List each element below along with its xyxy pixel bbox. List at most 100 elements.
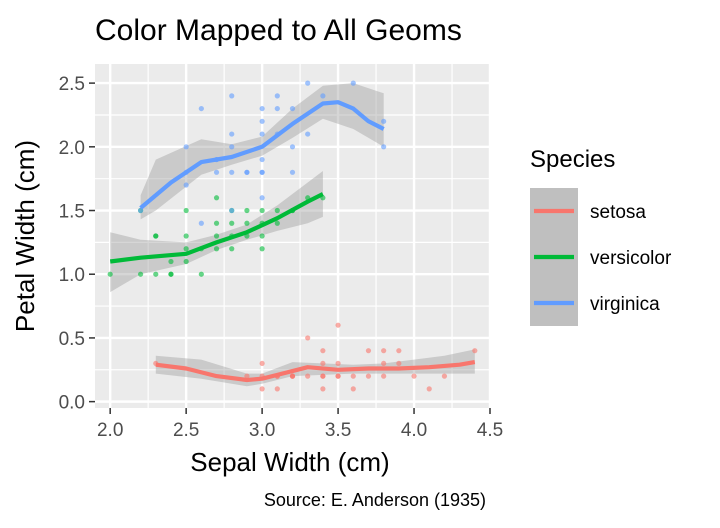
- point-setosa: [350, 386, 356, 392]
- point-versicolor: [244, 220, 250, 226]
- point-virginica: [183, 144, 189, 150]
- point-versicolor: [168, 271, 174, 277]
- point-virginica: [259, 118, 265, 124]
- point-setosa: [365, 373, 372, 379]
- point-versicolor: [153, 271, 159, 277]
- point-setosa: [274, 386, 280, 392]
- point-virginica: [229, 144, 235, 150]
- point-setosa: [396, 348, 402, 354]
- point-virginica: [229, 93, 235, 99]
- point-setosa: [365, 348, 372, 354]
- grid-major: [95, 64, 492, 408]
- point-setosa: [259, 386, 265, 392]
- legend: Species setosa versicolor virginica: [530, 146, 672, 326]
- point-virginica: [198, 220, 204, 226]
- y-tick-label: 2.5: [59, 74, 85, 95]
- point-versicolor: [244, 207, 250, 214]
- smooth-line-setosa: [155, 360, 476, 383]
- point-virginica: [259, 105, 265, 112]
- point-setosa: [335, 373, 341, 379]
- smooth-line-virginica: [139, 100, 385, 210]
- point-versicolor: [107, 271, 113, 277]
- point-virginica: [229, 207, 235, 214]
- point-setosa: [305, 373, 311, 379]
- point-versicolor: [213, 195, 220, 201]
- point-setosa: [396, 360, 402, 367]
- point-setosa: [411, 373, 417, 379]
- point-setosa: [426, 386, 432, 392]
- point-versicolor: [213, 246, 220, 252]
- point-versicolor: [153, 233, 159, 239]
- point-virginica: [274, 93, 280, 99]
- point-setosa: [259, 360, 265, 367]
- point-versicolor: [183, 233, 189, 239]
- x-tick-label: 2.5: [173, 420, 199, 441]
- x-axis-title: Sepal Width (cm): [190, 447, 389, 477]
- point-versicolor: [274, 207, 280, 214]
- point-virginica: [274, 105, 280, 112]
- point-virginica: [229, 169, 235, 175]
- point-virginica: [289, 144, 296, 150]
- y-tick-label: 1.0: [59, 265, 85, 286]
- plot-panel: [95, 64, 492, 408]
- point-setosa: [320, 360, 326, 367]
- point-virginica: [183, 182, 189, 188]
- legend-label-setosa: setosa: [590, 202, 646, 223]
- point-virginica: [229, 131, 235, 137]
- point-setosa: [305, 335, 311, 341]
- y-axis: 0.0 0.5 1.0 1.5 2.0 2.5: [59, 74, 95, 414]
- point-virginica: [381, 144, 387, 150]
- point-versicolor: [168, 258, 174, 265]
- smooth-line-versicolor: [109, 192, 324, 264]
- band-virginica: [140, 83, 384, 220]
- caption: Source: E. Anderson (1935): [264, 490, 486, 510]
- point-versicolor: [183, 207, 189, 214]
- point-versicolor: [137, 271, 144, 277]
- point-setosa: [441, 373, 448, 379]
- point-setosa: [381, 348, 387, 354]
- point-versicolor: [259, 233, 265, 239]
- x-axis: 2.0 2.5 3.0 3.5 4.0 4.5: [97, 408, 503, 441]
- y-tick-label: 0.0: [59, 393, 85, 414]
- point-setosa: [244, 373, 250, 379]
- legend-title: Species: [530, 146, 615, 173]
- point-setosa: [320, 348, 326, 354]
- point-versicolor: [183, 246, 189, 252]
- point-versicolor: [213, 220, 220, 226]
- point-versicolor: [213, 233, 220, 239]
- band-versicolor: [110, 171, 323, 293]
- point-virginica: [305, 80, 311, 86]
- point-setosa: [472, 348, 478, 354]
- x-tick-label: 4.0: [401, 420, 427, 441]
- point-virginica: [213, 169, 220, 175]
- point-setosa: [335, 360, 341, 367]
- point-virginica: [259, 156, 265, 163]
- y-tick-label: 1.5: [59, 202, 85, 223]
- point-setosa: [350, 373, 356, 379]
- point-setosa: [320, 386, 326, 392]
- y-tick-label: 2.0: [59, 138, 85, 159]
- point-virginica: [289, 105, 296, 112]
- point-setosa: [320, 373, 326, 379]
- point-virginica: [305, 131, 311, 137]
- point-virginica: [320, 93, 326, 99]
- point-versicolor: [183, 258, 189, 265]
- point-versicolor: [198, 271, 204, 277]
- y-tick-label: 0.5: [59, 329, 85, 350]
- smooth-lines: [109, 100, 476, 383]
- point-virginica: [198, 105, 204, 112]
- chart-title: Color Mapped to All Geoms: [95, 14, 462, 47]
- y-axis-title: Petal Width (cm): [10, 140, 40, 332]
- point-virginica: [259, 169, 265, 175]
- x-tick-label: 3.0: [249, 420, 275, 441]
- point-versicolor: [274, 220, 280, 226]
- x-tick-label: 3.5: [325, 420, 351, 441]
- point-setosa: [335, 322, 341, 328]
- point-setosa: [289, 373, 296, 379]
- x-tick-label: 4.5: [477, 420, 503, 441]
- point-versicolor: [259, 207, 265, 214]
- legend-label-virginica: virginica: [590, 294, 660, 315]
- point-versicolor: [259, 246, 265, 252]
- x-tick-label: 2.0: [97, 420, 123, 441]
- legend-label-versicolor: versicolor: [590, 248, 672, 269]
